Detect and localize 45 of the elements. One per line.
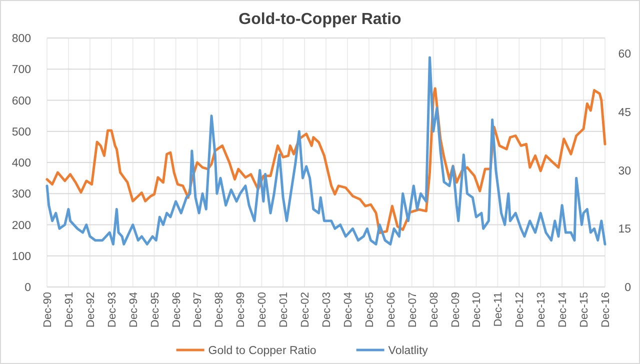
x-tick-label: Dec-15 — [578, 292, 590, 328]
chart-title: Gold-to-Copper Ratio — [238, 11, 402, 28]
x-tick-label: Dec-10 — [471, 292, 484, 328]
x-tick-label: Dec-94 — [128, 292, 140, 328]
x-tick-label: Dec-90 — [42, 292, 54, 328]
x-tick-label: Dec-09 — [450, 292, 462, 328]
x-tick-label: Dec-91 — [63, 292, 76, 328]
y2-tick-label: 45 — [618, 106, 631, 119]
x-tick-label: Dec-01 — [278, 292, 290, 328]
legend-label: Volatlity — [388, 345, 428, 357]
x-tick-label: Dec-99 — [235, 292, 248, 328]
x-tick-label: Dec-05 — [364, 292, 376, 328]
x-tick-label: Dec-07 — [406, 292, 419, 328]
x-tick-label: Dec-16 — [600, 292, 612, 328]
x-tick-label: Dec-08 — [428, 292, 440, 328]
x-tick-label: Dec-92 — [84, 292, 97, 328]
legend-label: Gold to Copper Ratio — [208, 345, 316, 357]
y-tick-label: 500 — [12, 126, 31, 138]
x-tick-label: Dec-03 — [320, 292, 333, 328]
y2-tick-label: 0 — [624, 282, 631, 294]
y-tick-label: 700 — [12, 64, 31, 76]
y2-tick-label: 30 — [618, 165, 631, 178]
x-tick-label: Dec-12 — [514, 292, 526, 328]
x-tick-label: Dec-14 — [557, 292, 570, 328]
x-tick-label: Dec-11 — [492, 292, 505, 327]
y-tick-label: 200 — [12, 220, 31, 232]
y-tick-label: 100 — [12, 250, 31, 263]
y-tick-label: 0 — [24, 282, 31, 294]
y2-tick-label: 60 — [618, 48, 631, 61]
x-tick-label: Dec-97 — [192, 292, 204, 328]
x-tick-label: Dec-95 — [149, 292, 162, 328]
x-tick-label: Dec-96 — [170, 292, 183, 328]
x-tick-label: Dec-04 — [342, 292, 354, 328]
y-tick-label: 600 — [12, 95, 31, 108]
y-tick-label: 400 — [12, 158, 31, 170]
x-tick-label: Dec-13 — [536, 292, 548, 328]
x-tick-label: Dec-02 — [300, 292, 312, 328]
x-tick-label: Dec-00 — [256, 292, 269, 328]
y-tick-label: 800 — [12, 33, 31, 45]
x-tick-label: Dec-06 — [385, 292, 398, 328]
x-tick-label: Dec-93 — [106, 292, 118, 328]
x-tick-label: Dec-98 — [214, 292, 226, 328]
line-series — [46, 56, 606, 246]
y2-tick-label: 15 — [618, 224, 631, 236]
y-tick-label: 300 — [12, 188, 31, 201]
